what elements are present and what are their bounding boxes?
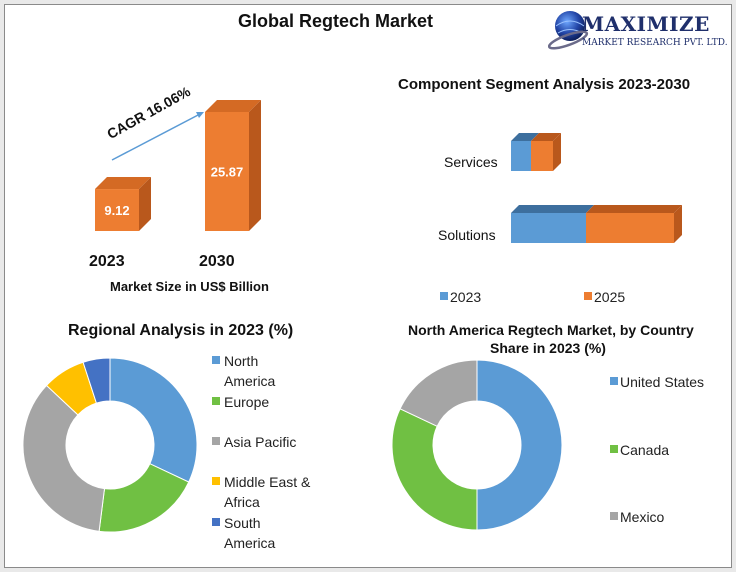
- donut-slice-asia-pacific: [22, 384, 106, 532]
- legend-swatch: [212, 356, 220, 364]
- company-logo: MAXIMIZE MARKET RESEARCH PVT. LTD.: [548, 6, 728, 54]
- legend-item-north-america: North America: [212, 351, 275, 391]
- bar-2023: [95, 189, 139, 231]
- donut-slice-south-america: [82, 357, 111, 404]
- logo-wordmark: MAXIMIZE: [582, 12, 710, 36]
- logo-subtitle: MARKET RESEARCH PVT. LTD.: [582, 38, 728, 48]
- bar-top-face: [511, 133, 539, 141]
- legend-item-united-states: United States: [610, 372, 704, 392]
- page-title: Global Regtech Market: [238, 11, 434, 31]
- legend-item-asia-pacific: Asia Pacific: [212, 432, 296, 452]
- infographic-card: [4, 4, 732, 568]
- legend-label: Africa: [224, 494, 260, 510]
- bar-top-face: [205, 99, 261, 112]
- legend-item-europe: Europe: [212, 392, 269, 412]
- legend-swatch: [610, 445, 618, 453]
- legend-item-canada: Canada: [610, 440, 669, 460]
- cagr-arrow-head: [196, 112, 204, 118]
- legend-swatch: [440, 292, 448, 300]
- bar-top-face: [586, 205, 682, 213]
- regional-chart-title: Regional Analysis in 2023 (%): [68, 322, 294, 339]
- legend-item-mexico: Mexico: [610, 507, 664, 527]
- bar-value-label: 9.12: [104, 203, 129, 218]
- na-chart-title-line2: Share in 2023 (%): [490, 340, 606, 356]
- legend-swatch: [584, 292, 592, 300]
- legend-label: Mexico: [620, 509, 665, 525]
- bar-side-face: [674, 205, 682, 243]
- legend-swatch: [212, 518, 220, 526]
- legend-item-2025: 2025: [584, 287, 625, 307]
- legend-label: Canada: [620, 442, 670, 458]
- bar-services-2025: [531, 141, 553, 171]
- bar-solutions-2023: [511, 213, 586, 243]
- legend-label: America: [224, 373, 276, 389]
- category-label-services: Services: [444, 154, 498, 170]
- legend-item-south-america: South America: [212, 513, 275, 553]
- legend-label: United States: [620, 374, 705, 390]
- bar-top-face: [531, 133, 561, 141]
- bar-side-face: [553, 133, 561, 171]
- bar-top-face: [95, 177, 151, 190]
- legend-label: Asia Pacific: [224, 434, 297, 450]
- donut-slice-canada: [391, 408, 478, 531]
- market-size-axis-label: Market Size in US$ Billion: [110, 279, 269, 294]
- cagr-arrow-line: [111, 113, 201, 161]
- bar-solutions-2025: [586, 213, 674, 243]
- legend-swatch: [212, 477, 220, 485]
- legend-label: Europe: [224, 394, 270, 410]
- legend-item-2023: 2023: [440, 287, 481, 307]
- legend-swatch: [610, 512, 618, 520]
- legend-label: Middle East &: [224, 474, 311, 490]
- legend-swatch: [212, 397, 220, 405]
- legend-label: 2025: [594, 289, 626, 305]
- legend-item-middle-east-africa: Middle East & Africa: [212, 472, 310, 512]
- bar-side-face: [139, 177, 151, 231]
- donut-slice-united-states: [476, 359, 563, 531]
- donut-slice-north-america: [109, 357, 198, 483]
- legend-swatch: [212, 437, 220, 445]
- na-chart-title-line1: North America Regtech Market, by Country: [408, 322, 694, 338]
- donut-slice-mexico: [399, 359, 478, 427]
- bar-category-label: 2030: [199, 253, 235, 270]
- bar-category-label: 2023: [89, 253, 125, 270]
- legend-label: South: [224, 515, 261, 531]
- legend-swatch: [610, 377, 618, 385]
- legend-label: 2023: [450, 289, 482, 305]
- bar-top-face: [511, 205, 594, 213]
- bar-value-label: 25.87: [211, 164, 244, 179]
- globe-icon: [548, 11, 589, 50]
- bar-side-face: [249, 99, 261, 231]
- bar-2030: [205, 111, 249, 231]
- bar-services-2023: [511, 141, 531, 171]
- component-chart-title: Component Segment Analysis 2023-2030: [398, 76, 691, 93]
- legend-label: North: [224, 353, 259, 369]
- category-label-solutions: Solutions: [438, 227, 496, 243]
- legend-label: America: [224, 535, 276, 551]
